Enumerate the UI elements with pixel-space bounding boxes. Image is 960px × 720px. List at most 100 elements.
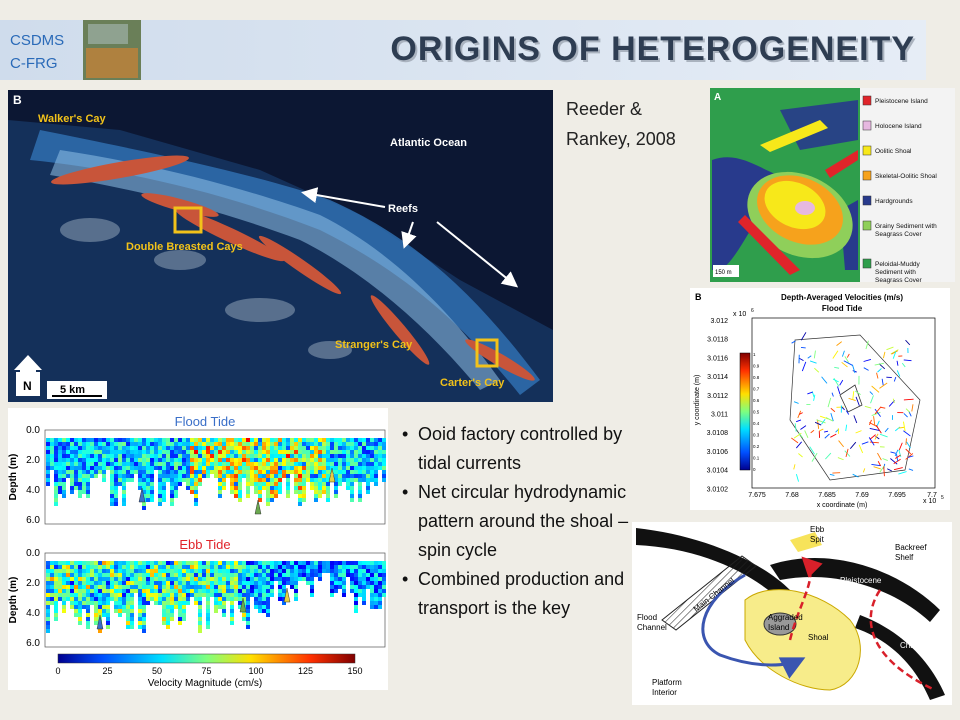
velocity-cell bbox=[206, 601, 210, 605]
velocity-cell bbox=[270, 573, 274, 577]
velocity-cell bbox=[130, 609, 134, 613]
legend-label: Seagrass Cover bbox=[875, 277, 922, 284]
velocity-vector bbox=[893, 376, 897, 382]
velocity-cell bbox=[86, 458, 90, 462]
velocity-cell bbox=[206, 462, 210, 466]
velocity-cell bbox=[298, 450, 302, 454]
velocity-cell bbox=[122, 565, 126, 569]
velocity-cell bbox=[158, 585, 162, 589]
velocity-cell bbox=[98, 593, 102, 597]
velocity-cell bbox=[186, 486, 190, 490]
velocity-vector bbox=[903, 398, 914, 401]
velocity-cell bbox=[110, 466, 114, 470]
velocity-cell bbox=[358, 470, 362, 474]
velocity-cell bbox=[298, 458, 302, 462]
velocity-cell bbox=[82, 442, 86, 446]
velocity-cell bbox=[242, 613, 246, 617]
velocity-cell bbox=[66, 442, 70, 446]
velocity-cell bbox=[282, 601, 286, 605]
velocity-cell bbox=[302, 466, 306, 470]
velocity-cell bbox=[214, 438, 218, 442]
velocity-cell bbox=[70, 589, 74, 593]
velocity-cell bbox=[202, 585, 206, 589]
velocity-cell bbox=[82, 605, 86, 609]
velocity-cell bbox=[146, 450, 150, 454]
velocity-vector bbox=[795, 419, 802, 423]
velocity-cell bbox=[310, 482, 314, 486]
velocity-cell bbox=[334, 466, 338, 470]
velocity-cell bbox=[58, 466, 62, 470]
velocity-vector bbox=[873, 466, 881, 470]
velocity-cell bbox=[98, 438, 102, 442]
velocity-cell bbox=[146, 490, 150, 494]
velocity-cell bbox=[114, 470, 118, 474]
velocity-cell bbox=[246, 565, 250, 569]
velocity-vector bbox=[800, 425, 807, 430]
velocity-cell bbox=[322, 478, 326, 482]
legend-label: Hardgrounds bbox=[875, 198, 913, 205]
velocity-cell bbox=[142, 458, 146, 462]
velocity-cell bbox=[126, 462, 130, 466]
velocity-cell bbox=[106, 458, 110, 462]
velocity-cell bbox=[222, 466, 226, 470]
velocity-cell bbox=[218, 446, 222, 450]
velocity-cell bbox=[54, 498, 58, 502]
velocity-cell bbox=[342, 438, 346, 442]
sand-patch bbox=[225, 298, 295, 322]
velocity-cell bbox=[202, 581, 206, 585]
velocity-cell bbox=[206, 569, 210, 573]
velocity-cell bbox=[58, 478, 62, 482]
velocity-vector bbox=[878, 363, 886, 370]
velocity-vector bbox=[905, 339, 911, 346]
velocity-cell bbox=[98, 577, 102, 581]
velocity-cell bbox=[158, 498, 162, 502]
velocity-cell bbox=[98, 450, 102, 454]
velocity-cell bbox=[198, 565, 202, 569]
velocity-cell bbox=[106, 446, 110, 450]
velocity-cell bbox=[62, 462, 66, 466]
velocity-cell bbox=[142, 502, 146, 506]
velocity-cell bbox=[254, 474, 258, 478]
velocity-cell bbox=[338, 561, 342, 565]
velocity-cell bbox=[46, 478, 50, 482]
velocity-cell bbox=[290, 565, 294, 569]
velocity-cell bbox=[86, 486, 90, 490]
velocity-cell bbox=[86, 490, 90, 494]
velocity-cell bbox=[90, 597, 94, 601]
velocity-cell bbox=[90, 593, 94, 597]
velocity-cell bbox=[366, 462, 370, 466]
velocity-cell bbox=[234, 470, 238, 474]
velocity-cell bbox=[102, 466, 106, 470]
velocity-cell bbox=[58, 597, 62, 601]
velocity-cell bbox=[126, 601, 130, 605]
velocity-cell bbox=[314, 446, 318, 450]
velocity-cell bbox=[194, 454, 198, 458]
velocity-cell bbox=[150, 494, 154, 498]
legend-label: Holocene Island bbox=[875, 123, 922, 130]
velocity-cell bbox=[230, 466, 234, 470]
velocity-cell bbox=[298, 490, 302, 494]
velocity-cell bbox=[222, 585, 226, 589]
velocity-cell bbox=[74, 486, 78, 490]
velocity-cell bbox=[266, 478, 270, 482]
velocity-cell bbox=[170, 446, 174, 450]
velocity-cell bbox=[162, 446, 166, 450]
velocity-cell bbox=[74, 438, 78, 442]
velocity-cell bbox=[74, 561, 78, 565]
velocity-cell bbox=[226, 450, 230, 454]
velocity-cell bbox=[102, 597, 106, 601]
velocity-cell bbox=[142, 605, 146, 609]
velocity-cell bbox=[222, 561, 226, 565]
velocity-cell bbox=[74, 458, 78, 462]
velocity-cell bbox=[138, 446, 142, 450]
velocity-cell bbox=[334, 565, 338, 569]
velocity-cell bbox=[106, 581, 110, 585]
velocity-cell bbox=[66, 466, 70, 470]
velocity-cell bbox=[86, 478, 90, 482]
velocity-cell bbox=[194, 585, 198, 589]
velocity-cell bbox=[250, 569, 254, 573]
velocity-cell bbox=[138, 613, 142, 617]
citation-line: Rankey, 2008 bbox=[566, 129, 676, 149]
velocity-cell bbox=[186, 442, 190, 446]
velocity-cell bbox=[254, 462, 258, 466]
